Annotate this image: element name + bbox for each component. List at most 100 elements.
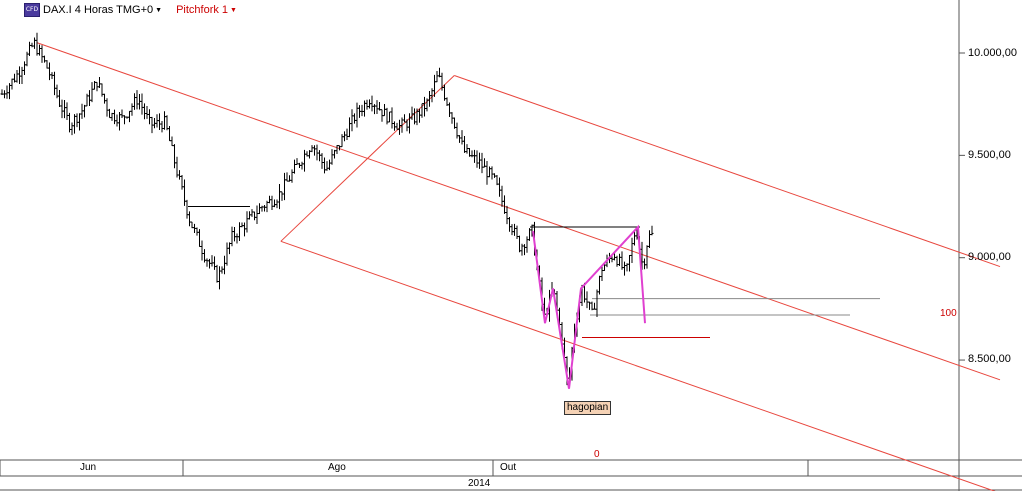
- ohlc-bar: [505, 205, 509, 225]
- ohlc-bar: [275, 199, 279, 209]
- chevron-down-icon[interactable]: ▼: [155, 6, 163, 14]
- ohlc-bar: [35, 32, 39, 56]
- ohlc-bar: [60, 99, 64, 119]
- ohlc-bar: [498, 177, 501, 197]
- ohlc-bar: [340, 134, 344, 148]
- ohlc-bar: [205, 258, 209, 267]
- ohlc-bar: [90, 82, 94, 103]
- ohlc-bar: [620, 251, 624, 270]
- pitchfork-median-line: [37, 42, 1001, 381]
- ohlc-bar: [240, 222, 244, 228]
- ohlc-bar: [525, 236, 529, 253]
- ohlc-bar: [280, 191, 284, 201]
- ohlc-bar: [238, 222, 241, 242]
- ohlc-bar: [495, 174, 499, 186]
- month-label: Ago: [328, 462, 346, 473]
- ohlc-bar: [135, 90, 139, 110]
- ohlc-bar: [128, 110, 131, 123]
- ohlc-bar: [213, 256, 216, 270]
- ohlc-bar: [30, 42, 34, 48]
- ohlc-bar: [140, 93, 144, 115]
- ohlc-bar: [258, 203, 261, 215]
- ohlc-bar: [290, 169, 294, 183]
- ohlc-bar: [73, 114, 76, 134]
- ohlc-bar: [88, 90, 91, 106]
- ohlc-bar: [473, 149, 476, 163]
- ohlc-bar: [235, 233, 239, 244]
- ohlc-bar: [410, 106, 414, 120]
- ohlc-bar: [245, 211, 249, 233]
- ohlc-bar: [650, 225, 654, 236]
- chevron-down-icon[interactable]: ▼: [230, 6, 237, 14]
- instrument-selector[interactable]: DAX.I 4 Horas TMG+0: [43, 4, 154, 16]
- ohlc-bar: [218, 266, 221, 290]
- ohlc-bar: [460, 130, 464, 145]
- ohlc-bar: [500, 185, 504, 207]
- ohlc-bar: [310, 145, 314, 153]
- ohlc-bar: [585, 291, 589, 309]
- pattern-swing-line: [532, 224, 646, 389]
- ohlc-bar: [188, 211, 191, 227]
- instrument-icon[interactable]: CFD: [24, 3, 40, 17]
- pitchfork: [37, 42, 1001, 491]
- ohlc-bar: [65, 102, 69, 121]
- ohlc-bar: [390, 107, 394, 129]
- ohlc-bar: [335, 145, 339, 154]
- ohlc-bar: [270, 195, 274, 211]
- ohlc-bar: [18, 66, 21, 85]
- ohlc-bar: [300, 161, 304, 170]
- ohlc-bar: [615, 255, 619, 267]
- ohlc-bar: [10, 78, 14, 90]
- ohlc-bar: [38, 44, 41, 56]
- study-selector[interactable]: Pitchfork 1: [176, 4, 229, 16]
- ohlc-bar: [70, 122, 74, 136]
- month-label: Out: [500, 462, 517, 473]
- pitchfork-level-label: 0: [594, 449, 600, 460]
- chart-toolbar: CFD DAX.I 4 Horas TMG+0 ▼ Pitchfork 1 ▼: [0, 0, 237, 20]
- ohlc-bar: [508, 216, 511, 232]
- ohlc-bar: [325, 161, 329, 171]
- ohlc-bar: [120, 109, 124, 119]
- ohlc-bar: [215, 264, 219, 283]
- ohlc-bar: [388, 111, 391, 123]
- ohlc-bar: [360, 104, 364, 117]
- price-tick-label: 8.500,00: [968, 353, 1011, 365]
- ohlc-bar: [185, 199, 189, 219]
- ohlc-bar: [618, 253, 621, 266]
- ohlc-bar: [83, 104, 86, 118]
- ohlc-bar: [518, 235, 521, 253]
- ohlc-bar: [593, 302, 596, 310]
- ohlc-bar: [478, 152, 481, 169]
- ohlc-bar: [643, 258, 646, 270]
- ohlc-bar: [513, 223, 516, 236]
- ohlc-bar: [523, 244, 526, 256]
- ohlc-bar: [255, 205, 259, 225]
- ohlc-bar: [108, 108, 111, 119]
- ohlc-bar: [158, 113, 161, 130]
- ohlc-bar: [223, 255, 226, 275]
- ohlc-bar: [33, 37, 36, 49]
- ohlc-bar: [145, 105, 149, 119]
- horizontal-lines: [188, 206, 880, 339]
- ohlc-bar: [250, 209, 254, 217]
- ohlc-bar: [48, 62, 51, 81]
- ohlc-bar: [115, 114, 119, 127]
- year-label: 2014: [468, 478, 491, 489]
- ohlc-bar: [273, 199, 276, 208]
- ohlc-bar: [480, 152, 484, 174]
- ohlc-bar: [165, 115, 169, 131]
- ohlc-bar: [220, 266, 224, 274]
- ohlc-bar: [475, 150, 479, 168]
- ohlc-bar: [183, 179, 186, 206]
- ohlc-bar: [423, 96, 426, 117]
- ohlc-bar: [45, 60, 49, 69]
- ohlc-bar: [383, 103, 386, 117]
- ohlc-bar: [198, 229, 201, 247]
- ohlc-bar: [435, 71, 439, 83]
- ohlc-bar: [355, 102, 359, 128]
- ohlc-bar: [178, 170, 181, 180]
- ohlc-bar: [98, 76, 101, 88]
- ohlc-bar: [170, 136, 174, 147]
- ohlc-bar: [395, 122, 399, 130]
- ohlc-bar: [278, 183, 281, 210]
